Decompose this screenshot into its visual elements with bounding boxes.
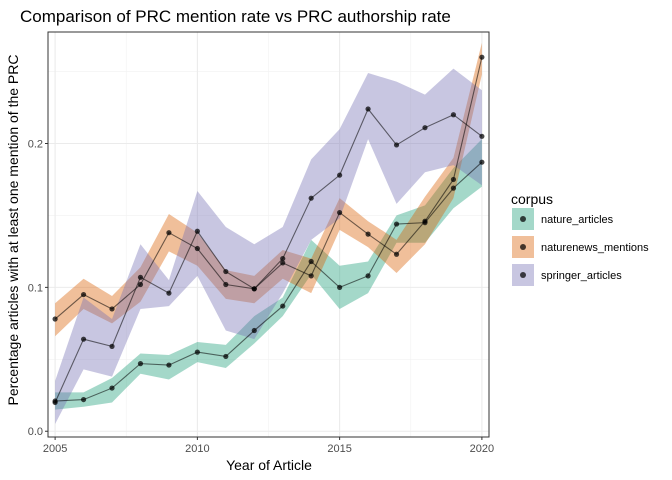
point-naturenews_mentions	[80, 291, 87, 298]
point-springer_articles	[52, 399, 58, 406]
x-tick-label: 2010	[185, 443, 209, 455]
y-axis-ticks: 0.0 0.1 0.2	[28, 139, 48, 438]
legend-title: corpus	[511, 191, 553, 207]
line-nature_articles	[55, 161, 483, 402]
point-nature_articles	[251, 327, 257, 334]
confidence-ribbons	[55, 42, 482, 425]
chart-title: Comparison of PRC mention rate vs PRC au…	[20, 7, 451, 26]
line-naturenews_mentions	[54, 57, 483, 320]
point-naturenews_mentions	[393, 251, 400, 257]
point-nature_articles	[479, 159, 485, 165]
y-tick-label: 0.0	[28, 426, 43, 438]
line-springer_articles	[54, 107, 483, 403]
series-lines	[54, 57, 483, 403]
point-springer_articles	[194, 228, 200, 234]
point-springer_articles	[450, 112, 457, 118]
series-points	[52, 54, 485, 406]
y-tick-label: 0.1	[28, 282, 43, 294]
point-springer_articles	[137, 274, 144, 280]
point-naturenews_mentions	[166, 230, 172, 236]
ribbon-springer_articles	[55, 68, 482, 425]
point-naturenews_mentions	[422, 218, 428, 224]
y-tick-label: 0.2	[28, 139, 43, 151]
point-springer_articles	[479, 133, 485, 139]
point-naturenews_mentions	[479, 54, 485, 60]
legend-point-naturenews_mentions	[520, 244, 526, 250]
minor-grid	[48, 32, 489, 437]
point-naturenews_mentions	[109, 306, 115, 312]
legend-point-nature_articles	[520, 216, 526, 222]
point-springer_articles	[251, 286, 257, 292]
legend: corpus nature_articles naturenews_mention…	[511, 191, 649, 286]
point-springer_articles	[337, 172, 343, 178]
point-nature_articles	[450, 185, 457, 191]
point-nature_articles	[109, 385, 115, 391]
point-nature_articles	[365, 273, 371, 279]
x-tick-label: 2020	[470, 443, 494, 455]
point-nature_articles	[280, 303, 286, 309]
x-axis-ticks: 2005 2010 2015 2020	[43, 437, 494, 455]
point-naturenews_mentions	[52, 316, 58, 322]
point-nature_articles	[166, 362, 172, 368]
point-naturenews_mentions	[365, 231, 371, 237]
point-nature_articles	[137, 361, 144, 367]
x-axis-title: Year of Article	[226, 457, 312, 473]
legend-label-naturenews_mentions: naturenews_mentions	[541, 242, 649, 254]
point-naturenews_mentions	[450, 176, 457, 183]
point-naturenews_mentions	[137, 281, 144, 288]
point-springer_articles	[223, 268, 229, 275]
point-springer_articles	[109, 343, 115, 349]
legend-point-springer_articles	[520, 272, 526, 278]
point-springer_articles	[365, 106, 371, 112]
point-naturenews_mentions	[223, 281, 229, 288]
point-naturenews_mentions	[280, 260, 286, 266]
x-tick-label: 2005	[43, 443, 67, 455]
plot-panel-border	[47, 31, 490, 438]
point-springer_articles	[422, 125, 428, 131]
legend-label-springer_articles: springer_articles	[541, 270, 622, 282]
point-nature_articles	[308, 258, 314, 265]
point-springer_articles	[80, 336, 87, 342]
point-naturenews_mentions	[194, 245, 200, 252]
ribbon-naturenews_mentions	[55, 42, 482, 337]
x-tick-label: 2015	[327, 443, 351, 455]
point-springer_articles	[166, 290, 172, 296]
y-axis-title: Percentage articles with at least one me…	[5, 55, 21, 406]
point-nature_articles	[194, 349, 200, 355]
point-nature_articles	[80, 396, 87, 403]
legend-label-nature_articles: nature_articles	[541, 214, 614, 226]
point-naturenews_mentions	[308, 273, 314, 279]
point-nature_articles	[337, 284, 343, 290]
point-naturenews_mentions	[337, 209, 343, 216]
point-springer_articles	[308, 195, 314, 201]
major-grid	[48, 32, 489, 437]
point-springer_articles	[393, 142, 400, 148]
point-nature_articles	[393, 221, 400, 227]
point-springer_articles	[280, 255, 286, 262]
point-nature_articles	[223, 353, 229, 360]
